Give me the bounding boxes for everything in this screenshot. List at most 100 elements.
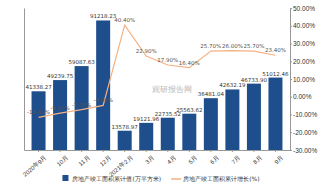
x-tick: 10月 [56,150,70,168]
bar [53,80,67,150]
x-tick-mark [103,150,104,152]
line-label: 26.00% [222,43,243,49]
legend-swatch [171,178,181,180]
bar [225,89,239,150]
legend-item: 房地产竣工面积累计值(万平方米) [62,175,161,182]
y2-tick-label: 50.00% [293,5,315,12]
x-tick-label: 5月 [187,155,198,166]
bar [139,123,153,150]
y2-tick-label: 20.00% [293,58,315,65]
bar-label: 41338.27 [25,84,52,90]
bar-label: 36481.04 [198,91,225,97]
x-tick-label: 8月 [252,155,263,166]
line-label: 16.40% [179,60,200,66]
y2-tick-label: 30.00% [293,40,315,47]
line-label: 25.70% [200,43,221,49]
x-tick-label: 2020年9月 [22,155,48,178]
y2-tick: 0.00% [290,93,312,100]
line-label: -9.20% [50,105,69,111]
y2-tick: 40.00% [290,22,315,29]
bar [161,118,175,150]
x-tick-mark [60,150,61,152]
x-axis: 2020年9月10月11月12月2021年2月3月4月5月6月7月8月9月 [22,150,291,178]
y2-tick-mark [290,44,292,45]
y2-tick: -30.00% [290,147,317,154]
x-tick-mark [81,150,82,152]
x-tick-mark [232,150,233,152]
y2-tick: 50.00% [290,5,315,12]
x-tick-label: 10月 [56,155,70,168]
x-tick: 9月 [274,150,285,165]
y2-tick: 20.00% [290,58,315,65]
y2-tick-mark [290,97,292,98]
x-tick-label: 9月 [274,155,285,166]
bar [32,91,46,150]
x-tick-label: 4月 [166,155,177,166]
x-tick: 7月 [231,150,242,165]
x-tick: 11月 [78,150,91,167]
y2-tick: 30.00% [290,40,315,47]
line-label: -4.90% [93,97,112,103]
x-tick: 4月 [166,150,177,165]
legend: 房地产竣工面积累计值(万平方米) 房地产竣工面积累计增长(%) [62,175,259,182]
x-tick-mark [124,150,125,152]
y2-axis: 50.00% 40.00% 30.00% 20.00% 10.00% 0.00% -10.0… [290,5,317,154]
bar [247,84,261,150]
y2-tick-label: -10.00% [293,111,317,118]
y2-tick: -10.00% [290,111,317,118]
y2-tick-mark [290,132,292,133]
bar-label: 13578.97 [112,124,139,130]
x-tick: 5月 [187,150,198,165]
bar-label: 49239.75 [47,73,74,79]
bar-label: 59087.63 [68,59,95,65]
line-label: 17.90% [157,57,178,63]
line [39,25,276,117]
y2-tick-label: -30.00% [293,147,317,154]
legend-label: 房地产竣工面积累计增长(%) [183,175,259,182]
y2-tick-label: 0.00% [293,93,312,100]
bar-label: 91218.23 [90,13,117,19]
x-tick-label: 12月 [99,155,113,168]
line-label: 40.40% [114,17,135,23]
x-tick-label: 3月 [144,155,155,166]
x-tick: 3月 [144,150,155,165]
x-tick: 8月 [252,150,263,165]
x-tick: 12月 [99,150,113,168]
y2-tick-mark [290,115,292,116]
data-labels: 41338.27 49239.75 59087.63 91218.23 13578.97… [25,13,289,129]
annotation: 观研报告网 [152,85,192,94]
bar [204,98,218,150]
x-tick: 6月 [209,150,220,165]
chart: 50.00% 40.00% 30.00% 20.00% 10.00% 0.00% -10.0… [0,0,320,185]
legend-label: 房地产竣工面积累计值(万平方米) [72,175,161,182]
line-label: -11.60% [27,109,50,115]
line-label: -7.30% [72,102,91,108]
line-label: 22.90% [136,48,157,54]
bar-label: 42632.19 [219,82,246,88]
y2-tick-mark [290,61,292,62]
x-tick-mark [38,150,39,152]
x-tick-mark [146,150,147,152]
y2-tick-label: 10.00% [293,76,315,83]
x-tick-mark [275,150,276,152]
legend-swatch [62,175,68,181]
y2-tick: -20.00% [290,129,317,136]
y2-tick-mark [290,79,292,80]
legend-item: 房地产竣工面积累计增长(%) [171,175,259,182]
x-axis-line [25,150,291,151]
y2-tick-mark [290,26,292,27]
y2-tick-label: 40.00% [293,22,315,29]
x-tick: 2020年9月 [22,150,48,178]
line-label: 23.40% [265,47,286,53]
bar [75,66,89,150]
bar-label: 46733.90 [241,77,268,83]
bar [268,78,282,150]
y2-tick-label: -20.00% [293,129,317,136]
x-tick-mark [189,150,190,152]
y-axis-line [24,9,25,151]
bar-label: 25563.62 [176,107,202,113]
y2-axis-line [290,9,291,151]
line-label: 25.70% [243,43,264,49]
x-tick-label: 11月 [78,155,91,167]
bar-label: 19121.96 [133,116,160,122]
